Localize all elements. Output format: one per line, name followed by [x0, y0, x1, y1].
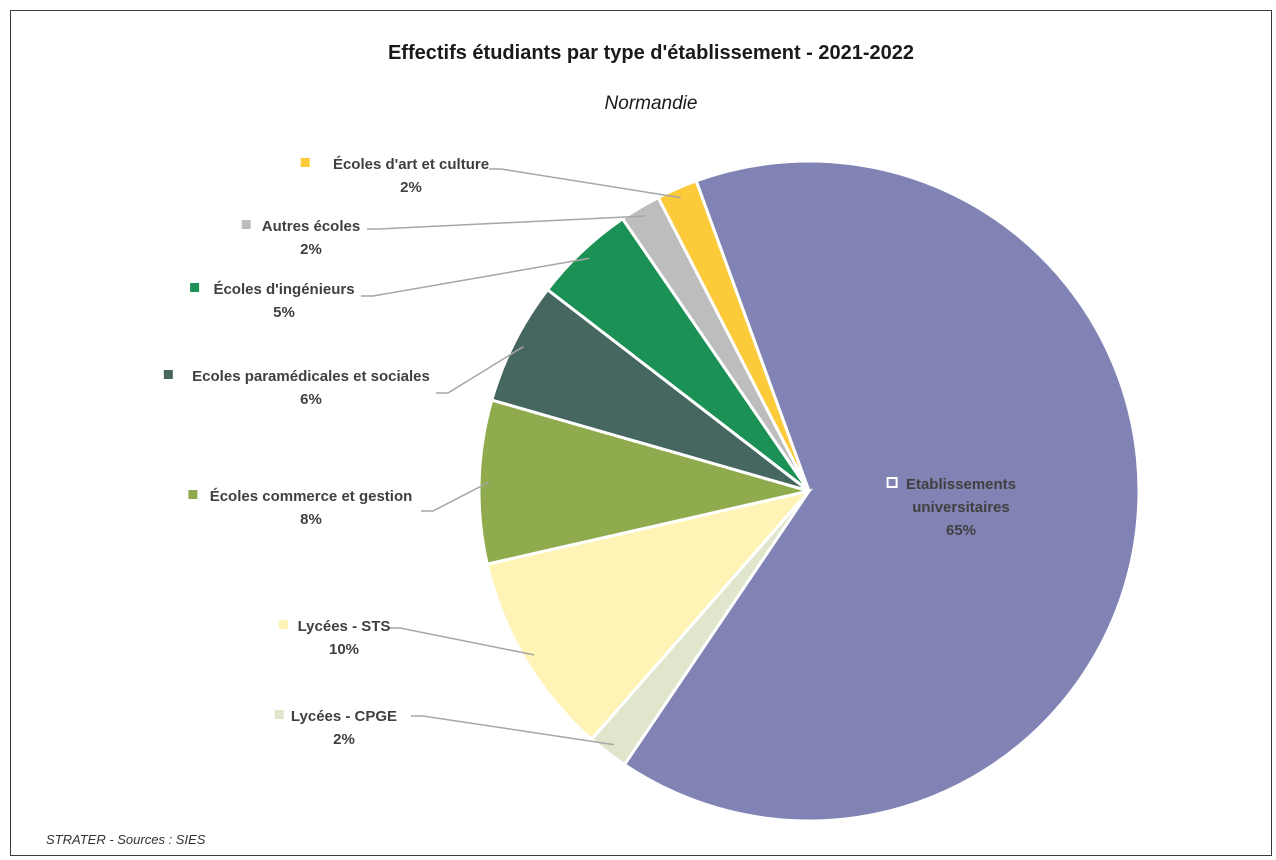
legend-key-ecoles-d-art-et-culture — [300, 158, 310, 167]
slice-label-ecoles-commerce-et-gestion: Écoles commerce et gestion — [210, 488, 413, 505]
slice-value-ecoles-d-art-et-culture: 2% — [400, 179, 422, 196]
legend-key-etablissements-universitaires — [886, 477, 898, 488]
pie-slices — [477, 159, 1141, 823]
slice-value-etablissements-universitaires: 65% — [946, 522, 976, 539]
legend-key-ecoles-commerce-et-gestion — [188, 490, 198, 499]
legend-key-lycees-sts — [278, 620, 288, 629]
pie-slice-ecoles-paramedicales-et-sociales — [489, 287, 810, 493]
legend-key-ecoles-paramedicales-et-sociales — [163, 370, 173, 379]
pie-slice-lycees-sts — [485, 488, 814, 742]
leader-line-ecoles-paramedicales-et-sociales — [436, 346, 524, 394]
leader-line-lycees-cpge — [411, 715, 614, 746]
slice-value-lycees-sts: 10% — [329, 641, 359, 658]
leader-line-lycees-sts — [388, 627, 535, 656]
leader-lines — [361, 168, 681, 746]
slice-labels: Etablissements universitaires 65% Lycées - … — [163, 156, 1016, 748]
pie-slice-ecoles-d-art-et-culture — [656, 178, 811, 492]
slice-value-ecoles-commerce-et-gestion: 8% — [300, 511, 322, 528]
slice-label-autres-ecoles: Autres écoles — [262, 218, 360, 235]
slice-value-lycees-cpge: 2% — [333, 731, 355, 748]
leader-line-ecoles-commerce-et-gestion — [421, 481, 490, 512]
slice-value-ecoles-d-ingenieurs: 5% — [273, 304, 295, 321]
legend-key-ecoles-d-ingenieurs — [190, 283, 200, 292]
slice-label-ecoles-paramedicales-et-sociales: Ecoles paramédicales et sociales — [192, 368, 430, 385]
chart-frame: Effectifs étudiants par type d'établisse… — [10, 10, 1272, 856]
slice-label-etablissements-universitaires: Etablissements universitaires — [906, 476, 1016, 516]
pie-chart: Effectifs étudiants par type d'établisse… — [46, 42, 1141, 847]
slice-label-ecoles-d-ingenieurs: Écoles d'ingénieurs — [213, 281, 354, 298]
pie-slice-ecoles-commerce-et-gestion — [477, 398, 810, 566]
legend-key-autres-ecoles — [241, 220, 251, 229]
leader-line-ecoles-d-ingenieurs — [361, 257, 590, 297]
chart-subtitle: Normandie — [605, 93, 698, 114]
source-note: STRATER - Sources : SIES — [46, 832, 206, 847]
slice-value-ecoles-paramedicales-et-sociales: 6% — [300, 391, 322, 408]
chart-title: Effectifs étudiants par type d'établisse… — [388, 42, 914, 64]
slice-value-autres-ecoles: 2% — [300, 241, 322, 258]
leader-line-ecoles-d-art-et-culture — [489, 168, 681, 199]
leader-line-autres-ecoles — [367, 215, 646, 230]
legend-key-lycees-cpge — [274, 710, 284, 719]
slice-label-ecoles-d-art-et-culture: Écoles d'art et culture — [333, 156, 489, 173]
slice-label-lycees-sts: Lycées - STS — [298, 618, 391, 635]
pie-slice-etablissements-universitaires — [622, 159, 1141, 823]
slice-label-lycees-cpge: Lycées - CPGE — [291, 708, 397, 725]
